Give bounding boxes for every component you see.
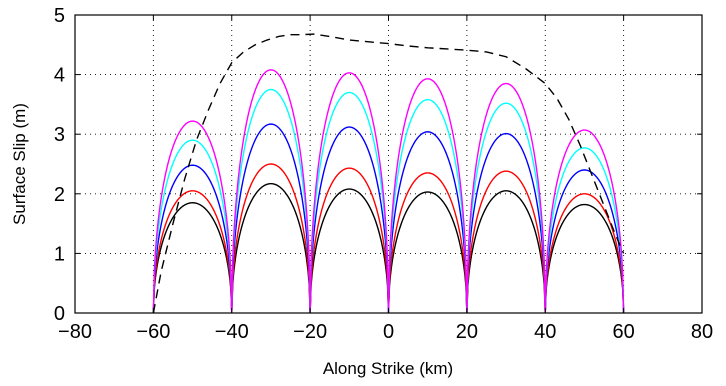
- x-tick-labels: −80 −60 −40 −20 0 20 40 60 80: [58, 321, 713, 343]
- x-tick-label: 60: [613, 321, 635, 343]
- x-axis-label: Along Strike (km): [323, 359, 453, 378]
- grid-lines: [75, 15, 702, 313]
- x-tick-label: −20: [293, 321, 327, 343]
- x-tick-label: 0: [383, 321, 394, 343]
- plot-frame: [74, 14, 703, 314]
- y-tick-label: 4: [54, 65, 65, 87]
- x-tick-label: 40: [534, 321, 556, 343]
- x-tick-label: 20: [456, 321, 478, 343]
- slip-series-5: [152, 69, 625, 314]
- x-tick-label: 80: [691, 321, 713, 343]
- slip-curves: [152, 69, 625, 314]
- y-tick-labels: 0 1 2 3 4 5: [54, 5, 65, 325]
- y-tick-label: 5: [54, 5, 65, 27]
- x-tick-label: −40: [215, 321, 249, 343]
- y-tick-label: 3: [54, 124, 65, 146]
- x-tick-label: −60: [136, 321, 170, 343]
- y-tick-label: 0: [54, 303, 65, 325]
- y-axis-label: Surface Slip (m): [10, 103, 29, 225]
- axis-ticks: [74, 14, 703, 314]
- x-tick-label: −80: [58, 321, 92, 343]
- y-tick-label: 1: [54, 243, 65, 265]
- y-tick-label: 2: [54, 184, 65, 206]
